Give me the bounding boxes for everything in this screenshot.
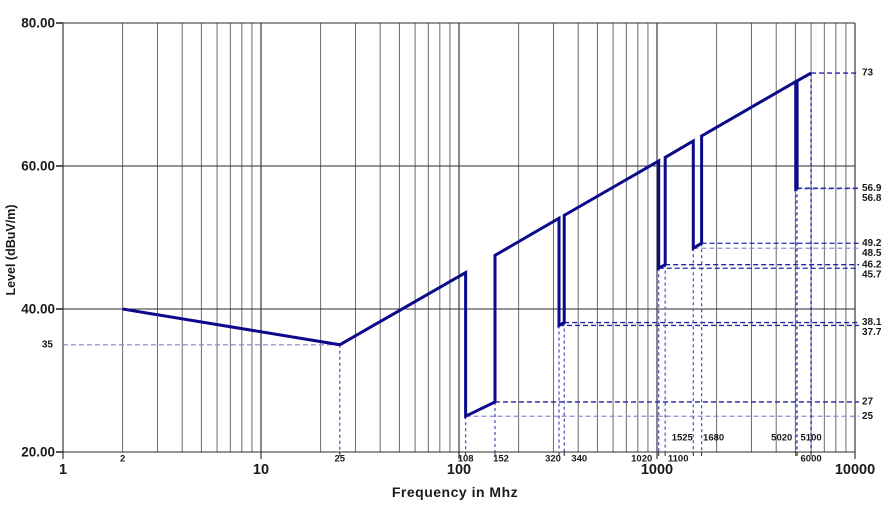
freq-annotation-below: 152 (493, 454, 509, 465)
freq-annotation-above: 1525 (672, 433, 694, 444)
level-label-right: 48.5 (862, 248, 882, 259)
level-label-left: 35 (42, 339, 54, 350)
freq-annotation-below: 108 (458, 454, 474, 465)
axis-labels: 80.00 60.00 40.00 20.00 1 10 100 1000 10000 35 73 5… (21, 16, 882, 478)
level-label-right: 49.2 (862, 238, 882, 249)
level-label-right: 56.9 (862, 183, 882, 194)
level-label-right: 27 (862, 397, 874, 408)
x-tick-label: 100 (447, 462, 471, 478)
freq-annotation-below: 2 (120, 454, 125, 465)
y-tick-label: 60.00 (21, 159, 55, 174)
x-tick-label: 10000 (835, 462, 875, 478)
level-label-right: 73 (862, 68, 874, 79)
freq-annotation-above: 1680 (703, 433, 724, 444)
y-tick-label: 80.00 (21, 16, 55, 31)
freq-annotation-below: 25 (335, 454, 346, 465)
plot-grid (56, 22, 856, 459)
y-tick-label: 20.00 (21, 445, 55, 460)
x-tick-label: 1 (59, 462, 67, 478)
level-label-right: 45.7 (862, 269, 882, 280)
y-axis-title: Level (dBuV/m) (4, 204, 18, 296)
level-label-right: 38.1 (862, 317, 882, 328)
level-label-right: 46.2 (862, 259, 882, 270)
freq-annotation-below: 1100 (668, 454, 689, 465)
level-label-right: 25 (862, 411, 874, 422)
freq-annotation-above: 5100 (801, 433, 822, 444)
y-tick-label: 40.00 (21, 302, 55, 317)
radiated-emission-limit (122, 71, 812, 419)
freq-annotation-below: 1020 (631, 454, 652, 465)
x-tick-label: 10 (253, 462, 269, 478)
freq-annotation-below: 6000 (801, 454, 822, 465)
freq-annotation-above: 5020 (771, 433, 792, 444)
x-tick-label: 1000 (641, 462, 673, 478)
freq-annotation-below: 340 (571, 454, 587, 465)
level-label-right: 56.8 (862, 193, 882, 204)
x-axis-title: Frequency in Mhz (391, 484, 519, 500)
freq-annotation-below: 320 (545, 454, 561, 465)
level-label-right: 37.7 (862, 327, 882, 338)
dashed-guides (63, 72, 859, 456)
